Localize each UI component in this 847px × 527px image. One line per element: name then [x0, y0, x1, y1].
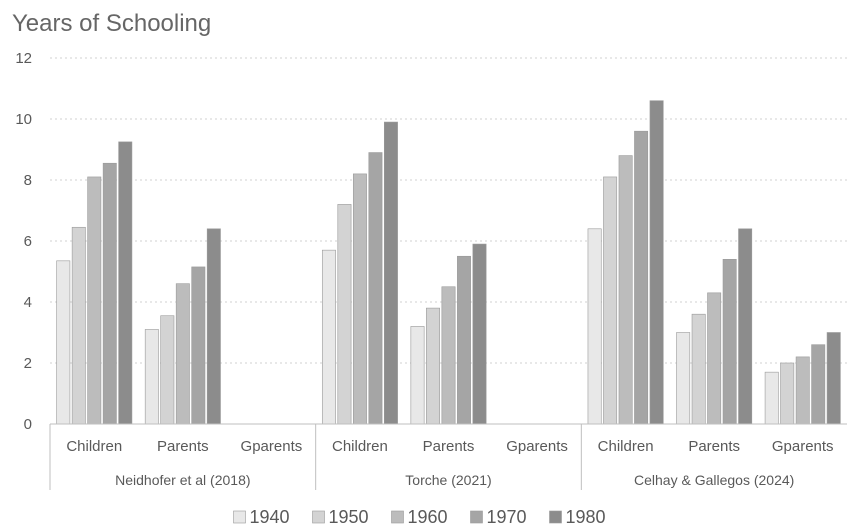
y-tick-label: 2	[24, 355, 32, 372]
bar-1950-gparents	[780, 362, 795, 425]
bar-1980-gparents	[826, 332, 841, 425]
x-category-label: Gparents	[241, 438, 303, 455]
bar-1980-children	[383, 121, 398, 425]
bar-1950-children	[603, 176, 618, 425]
x-category-label: Gparents	[506, 438, 568, 455]
legend-label: 1960	[408, 507, 448, 527]
bar-1940-parents	[676, 332, 691, 425]
y-tick-label: 0	[24, 416, 32, 433]
x-group-label: Neidhofer et al (2018)	[115, 472, 250, 488]
bar-1980-children	[649, 100, 664, 425]
x-group-label: Torche (2021)	[405, 472, 491, 488]
y-tick-label: 12	[15, 50, 32, 67]
x-category-label: Children	[66, 438, 122, 455]
bar-1940-children	[56, 260, 71, 425]
bar-1970-children	[634, 130, 649, 425]
bar-1970-parents	[457, 255, 471, 425]
bars	[56, 100, 841, 425]
x-category-label: Children	[332, 438, 388, 455]
x-category-label: Parents	[423, 438, 475, 455]
bar-1950-parents	[691, 313, 706, 425]
bar-1950-children	[337, 204, 352, 425]
y-axis-tick-labels: 0 2 4 6 8 10 12	[15, 50, 32, 433]
legend-swatch	[391, 510, 404, 524]
bar-1960-parents	[175, 283, 190, 425]
bar-1960-gparents	[795, 356, 810, 425]
x-category-label: Children	[598, 438, 654, 455]
legend-label: 1970	[487, 507, 527, 527]
y-tick-label: 6	[24, 233, 32, 250]
x-category-label: Parents	[688, 438, 740, 455]
bar-1970-children	[102, 162, 117, 425]
bar-1960-parents	[707, 292, 722, 425]
bar-1980-children	[118, 141, 133, 425]
x-category-label: Gparents	[772, 438, 834, 455]
legend-label: 1950	[329, 507, 369, 527]
bar-1940-parents	[144, 329, 159, 425]
bar-1940-children	[321, 249, 336, 425]
legend-swatch	[470, 510, 483, 524]
bar-1950-parents	[160, 315, 175, 425]
legend-swatch	[549, 510, 562, 524]
bar-1960-children	[618, 155, 633, 425]
y-tick-label: 10	[15, 111, 32, 128]
bar-1970-parents	[191, 266, 206, 425]
bar-1960-children	[87, 176, 102, 425]
legend-label: 1940	[250, 507, 290, 527]
y-tick-label: 4	[24, 294, 32, 311]
bar-1940-children	[587, 228, 602, 425]
bar-1980-parents	[206, 228, 221, 425]
x-category-label: Parents	[157, 438, 209, 455]
bar-1950-children	[71, 226, 86, 425]
bar-1940-gparents	[764, 371, 779, 425]
chart-title: Years of Schooling	[12, 10, 211, 37]
legend-swatch	[312, 510, 325, 524]
bar-1970-gparents	[811, 344, 826, 425]
bar-1950-parents	[426, 307, 440, 425]
bar-1980-parents	[472, 243, 487, 425]
legend-label: 1980	[566, 507, 606, 527]
bar-1960-children	[352, 173, 367, 425]
bar-1970-children	[368, 152, 383, 425]
bar-1960-parents	[441, 286, 456, 425]
x-group-label: Celhay & Gallegos (2024)	[634, 472, 794, 488]
bar-1980-parents	[738, 228, 753, 425]
x-axis: Children Parents Gparents Children Parents Gp…	[49, 423, 847, 490]
legend: 1940 1950 1960 1970 1980	[233, 507, 606, 527]
legend-swatch	[233, 510, 246, 524]
bar-1970-parents	[722, 258, 737, 425]
y-tick-label: 8	[24, 172, 32, 189]
bar-1940-parents	[410, 326, 425, 425]
